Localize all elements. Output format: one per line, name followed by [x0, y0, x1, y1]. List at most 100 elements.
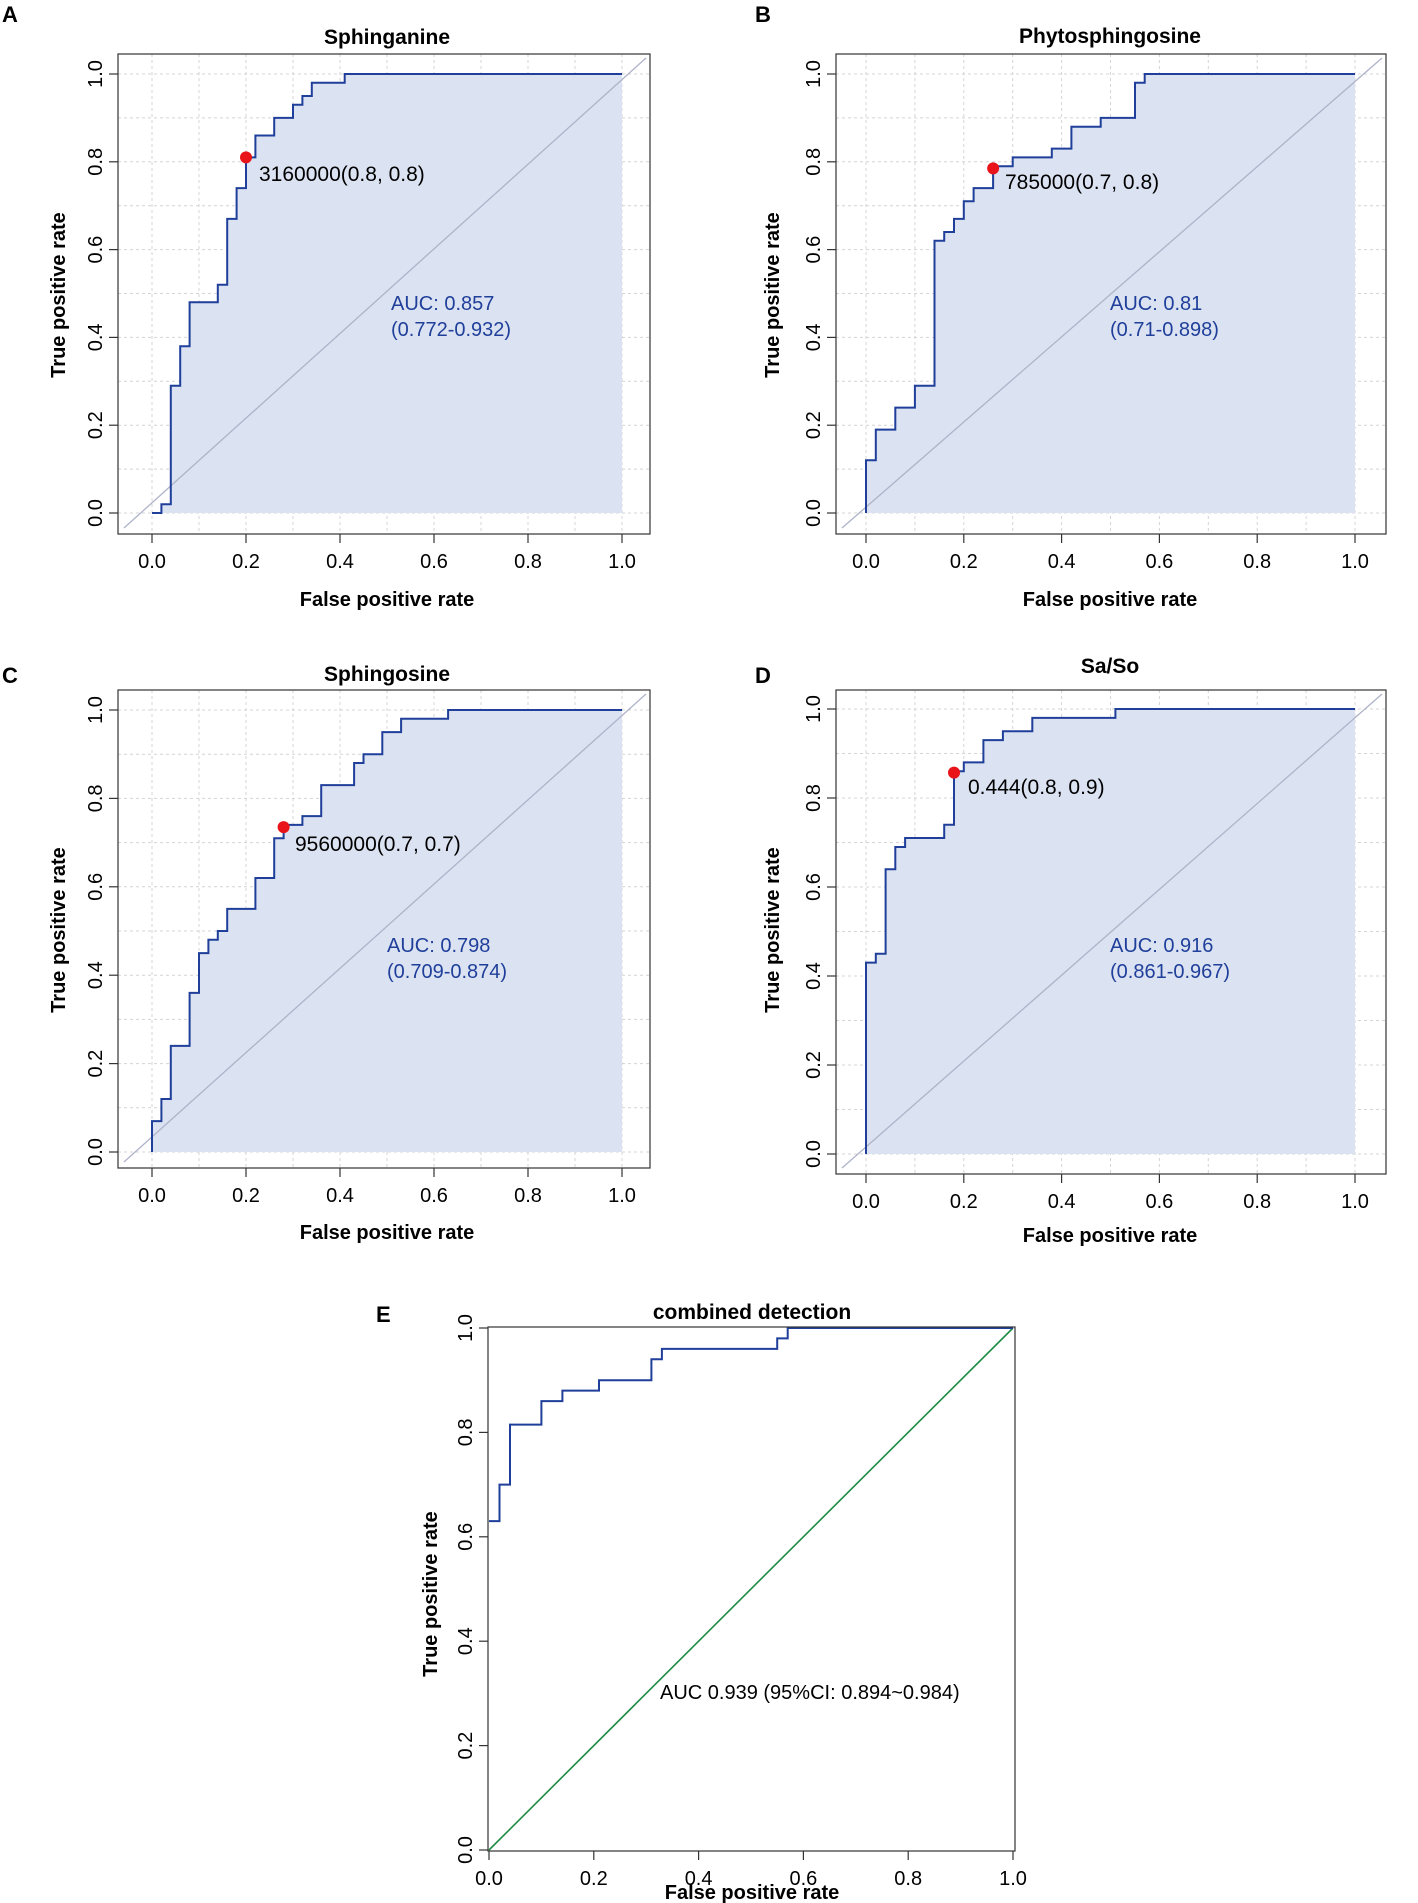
panel-e-x-axis: 0.0 0.2 0.4 0.6 0.8 1.0 [475, 1851, 1027, 1890]
panel-d-x-tick-label: 0.8 [1243, 1191, 1271, 1213]
panel-d-x-label: False positive rate [1023, 1225, 1198, 1247]
panel-a-roc-curve [152, 73, 622, 514]
panel-b-auc-value: AUC: 0.81 [1110, 293, 1202, 315]
panel-b-cutoff-point [987, 162, 1000, 175]
panel-b-roc-curve [865, 73, 1355, 513]
panel-c-roc-curve [151, 709, 622, 1152]
panel-letter-d: D [755, 663, 771, 688]
panel-b-plot-frame [835, 53, 1387, 535]
panel-a-y-tick-label: 0.2 [85, 411, 107, 439]
panel-a-title: Sphinganine [324, 26, 450, 49]
panel-letter-c: C [2, 663, 18, 688]
panel-c-y-label: True positive rate [48, 847, 70, 1013]
panel-a-x-tick-label: 0.4 [326, 551, 354, 573]
panel-e-x-tick-label: 0.4 [685, 1868, 713, 1890]
panel-b-x-tick-label: 0.8 [1243, 551, 1271, 573]
panel-a-y-label: True positive rate [48, 212, 70, 378]
panel-c-y-tick-label: 1.0 [85, 696, 107, 724]
panel-b-x-tick-label: 0.6 [1145, 551, 1173, 573]
panel-a-x-tick-label: 0.6 [420, 551, 448, 573]
panel-c-x-tick-label: 0.6 [420, 1185, 448, 1207]
panel-a-x-label: False positive rate [300, 589, 475, 611]
panel-c-auc-value: AUC: 0.798 [387, 935, 490, 957]
panel-a-auc-area [152, 74, 622, 513]
panel-e-x-tick-label: 1.0 [999, 1868, 1027, 1890]
panel-a-auc-value: AUC: 0.857 [391, 293, 494, 315]
panel-d-x-tick-label: 0.0 [852, 1191, 880, 1213]
panel-c-x-tick-label: 0.0 [138, 1185, 166, 1207]
panel-b-y-tick-label: 1.0 [803, 60, 825, 88]
panel-b: B Phytosphingosine 0.0 0.2 0.4 0.6 0.8 1.0 0.… [755, 2, 1387, 611]
panel-e-plot-frame [487, 1326, 1016, 1852]
panel-a-y-tick-label: 0.6 [85, 236, 107, 264]
panel-a-cutoff-label: 3160000(0.8, 0.8) [259, 163, 425, 186]
panel-b-x-label: False positive rate [1023, 589, 1198, 611]
panel-a-y-tick-label: 0.8 [85, 148, 107, 176]
panel-b-y-tick-label: 0.6 [803, 236, 825, 264]
panel-c-x-tick-label: 1.0 [608, 1185, 636, 1207]
panel-d-y-tick-label: 0.0 [803, 1140, 825, 1168]
panel-d-auc-ci: (0.861-0.967) [1110, 961, 1230, 983]
panel-c-y-tick-label: 0.8 [85, 784, 107, 812]
panel-d-x-tick-label: 0.4 [1048, 1191, 1076, 1213]
panel-d-y-tick-label: 0.8 [803, 784, 825, 812]
panel-letter-b: B [755, 2, 771, 27]
panel-b-y-axis: 0.0 0.2 0.4 0.6 0.8 1.0 [803, 60, 836, 527]
panel-e-y-label: True positive rate [420, 1511, 442, 1677]
panel-a-x-axis: 0.0 0.2 0.4 0.6 0.8 1.0 [138, 534, 636, 573]
panel-d-y-tick-label: 0.6 [803, 873, 825, 901]
panel-d: D Sa/So 0.0 0.2 0.4 0.6 0.8 1.0 0.00.20.40.60… [755, 655, 1387, 1247]
panel-d-reference-diagonal [841, 693, 1383, 1169]
panel-e-y-tick-label: 0.8 [455, 1418, 477, 1446]
panel-d-x-tick-label: 1.0 [1341, 1191, 1369, 1213]
panel-c-x-tick-label: 0.8 [514, 1185, 542, 1207]
panel-a-cutoff-point [240, 151, 252, 164]
panel-b-x-tick-label: 0.2 [950, 551, 978, 573]
panel-d-roc-curve [865, 708, 1355, 1154]
panel-e-title: combined detection [653, 1301, 851, 1324]
panel-e-y-tick-label: 1.0 [455, 1314, 477, 1342]
panel-d-x-tick-label: 0.6 [1145, 1191, 1173, 1213]
panel-b-y-label: True positive rate [762, 212, 784, 378]
panel-e: E combined detection 0.0 0.2 0.4 0.6 0.8 1.0 … [376, 1301, 1027, 1903]
panel-a-reference-diagonal [123, 57, 647, 529]
panel-b-x-tick-label: 0.0 [852, 551, 880, 573]
panel-a-plot-frame [117, 53, 651, 535]
panel-b-reference-diagonal [841, 57, 1383, 529]
panel-c-auc-ci: (0.709-0.874) [387, 961, 507, 983]
panel-e-y-axis: 0.0 0.2 0.4 0.6 0.8 1.0 [455, 1314, 488, 1864]
panel-e-x-label: False positive rate [665, 1882, 840, 1903]
panel-c-x-axis: 0.0 0.2 0.4 0.6 0.8 1.0 [138, 1168, 636, 1207]
panel-b-x-tick-label: 1.0 [1341, 551, 1369, 573]
panel-d-x-axis: 0.0 0.2 0.4 0.6 0.8 1.0 [852, 1174, 1369, 1213]
panel-c-title: Sphingosine [324, 663, 450, 686]
panel-e-roc-curve [489, 1327, 1013, 1523]
panel-d-y-tick-label: 1.0 [803, 695, 825, 723]
panel-e-y-tick-label: 0.2 [455, 1732, 477, 1760]
panel-e-y-tick-label: 0.4 [455, 1627, 477, 1655]
panel-a: A Sphinganine 0.0 0.2 0.4 0.6 0.8 1.0 0.00.20… [2, 2, 651, 611]
panel-d-y-label: True positive rate [762, 847, 784, 1013]
panel-a-y-tick-label: 0.4 [85, 323, 107, 351]
panel-a-y-axis: 0.0 0.2 0.4 0.6 0.8 1.0 [85, 60, 118, 527]
panel-a-x-tick-label: 1.0 [608, 551, 636, 573]
panel-e-auc-label: AUC 0.939 (95%CI: 0.894~0.984) [660, 1682, 960, 1704]
panel-b-y-tick-label: 0.4 [803, 323, 825, 351]
panel-b-x-axis: 0.0 0.2 0.4 0.6 0.8 1.0 [852, 534, 1369, 573]
panel-d-y-tick-label: 0.2 [803, 1051, 825, 1079]
panel-d-auc-value: AUC: 0.916 [1110, 935, 1213, 957]
panel-c-x-tick-label: 0.2 [232, 1185, 260, 1207]
panel-d-y-tick-label: 0.4 [803, 962, 825, 990]
panel-b-y-tick-label: 0.2 [803, 411, 825, 439]
panel-a-x-tick-label: 0.0 [138, 551, 166, 573]
panel-c-y-axis: 0.0 0.2 0.4 0.6 0.8 1.0 [85, 696, 118, 1166]
panel-e-y-tick-label: 0.0 [455, 1836, 477, 1864]
panel-d-title: Sa/So [1081, 655, 1139, 678]
panel-c: C Sphingosine 0.0 0.2 0.4 0.6 0.8 1.0 0.00.20… [2, 663, 651, 1244]
panel-b-cutoff-label: 785000(0.7, 0.8) [1005, 171, 1159, 194]
panel-e-y-tick-label: 0.6 [455, 1523, 477, 1551]
panel-c-cutoff-label: 9560000(0.7, 0.7) [295, 833, 461, 856]
panel-b-x-tick-label: 0.4 [1048, 551, 1076, 573]
panel-b-title: Phytosphingosine [1019, 25, 1201, 48]
